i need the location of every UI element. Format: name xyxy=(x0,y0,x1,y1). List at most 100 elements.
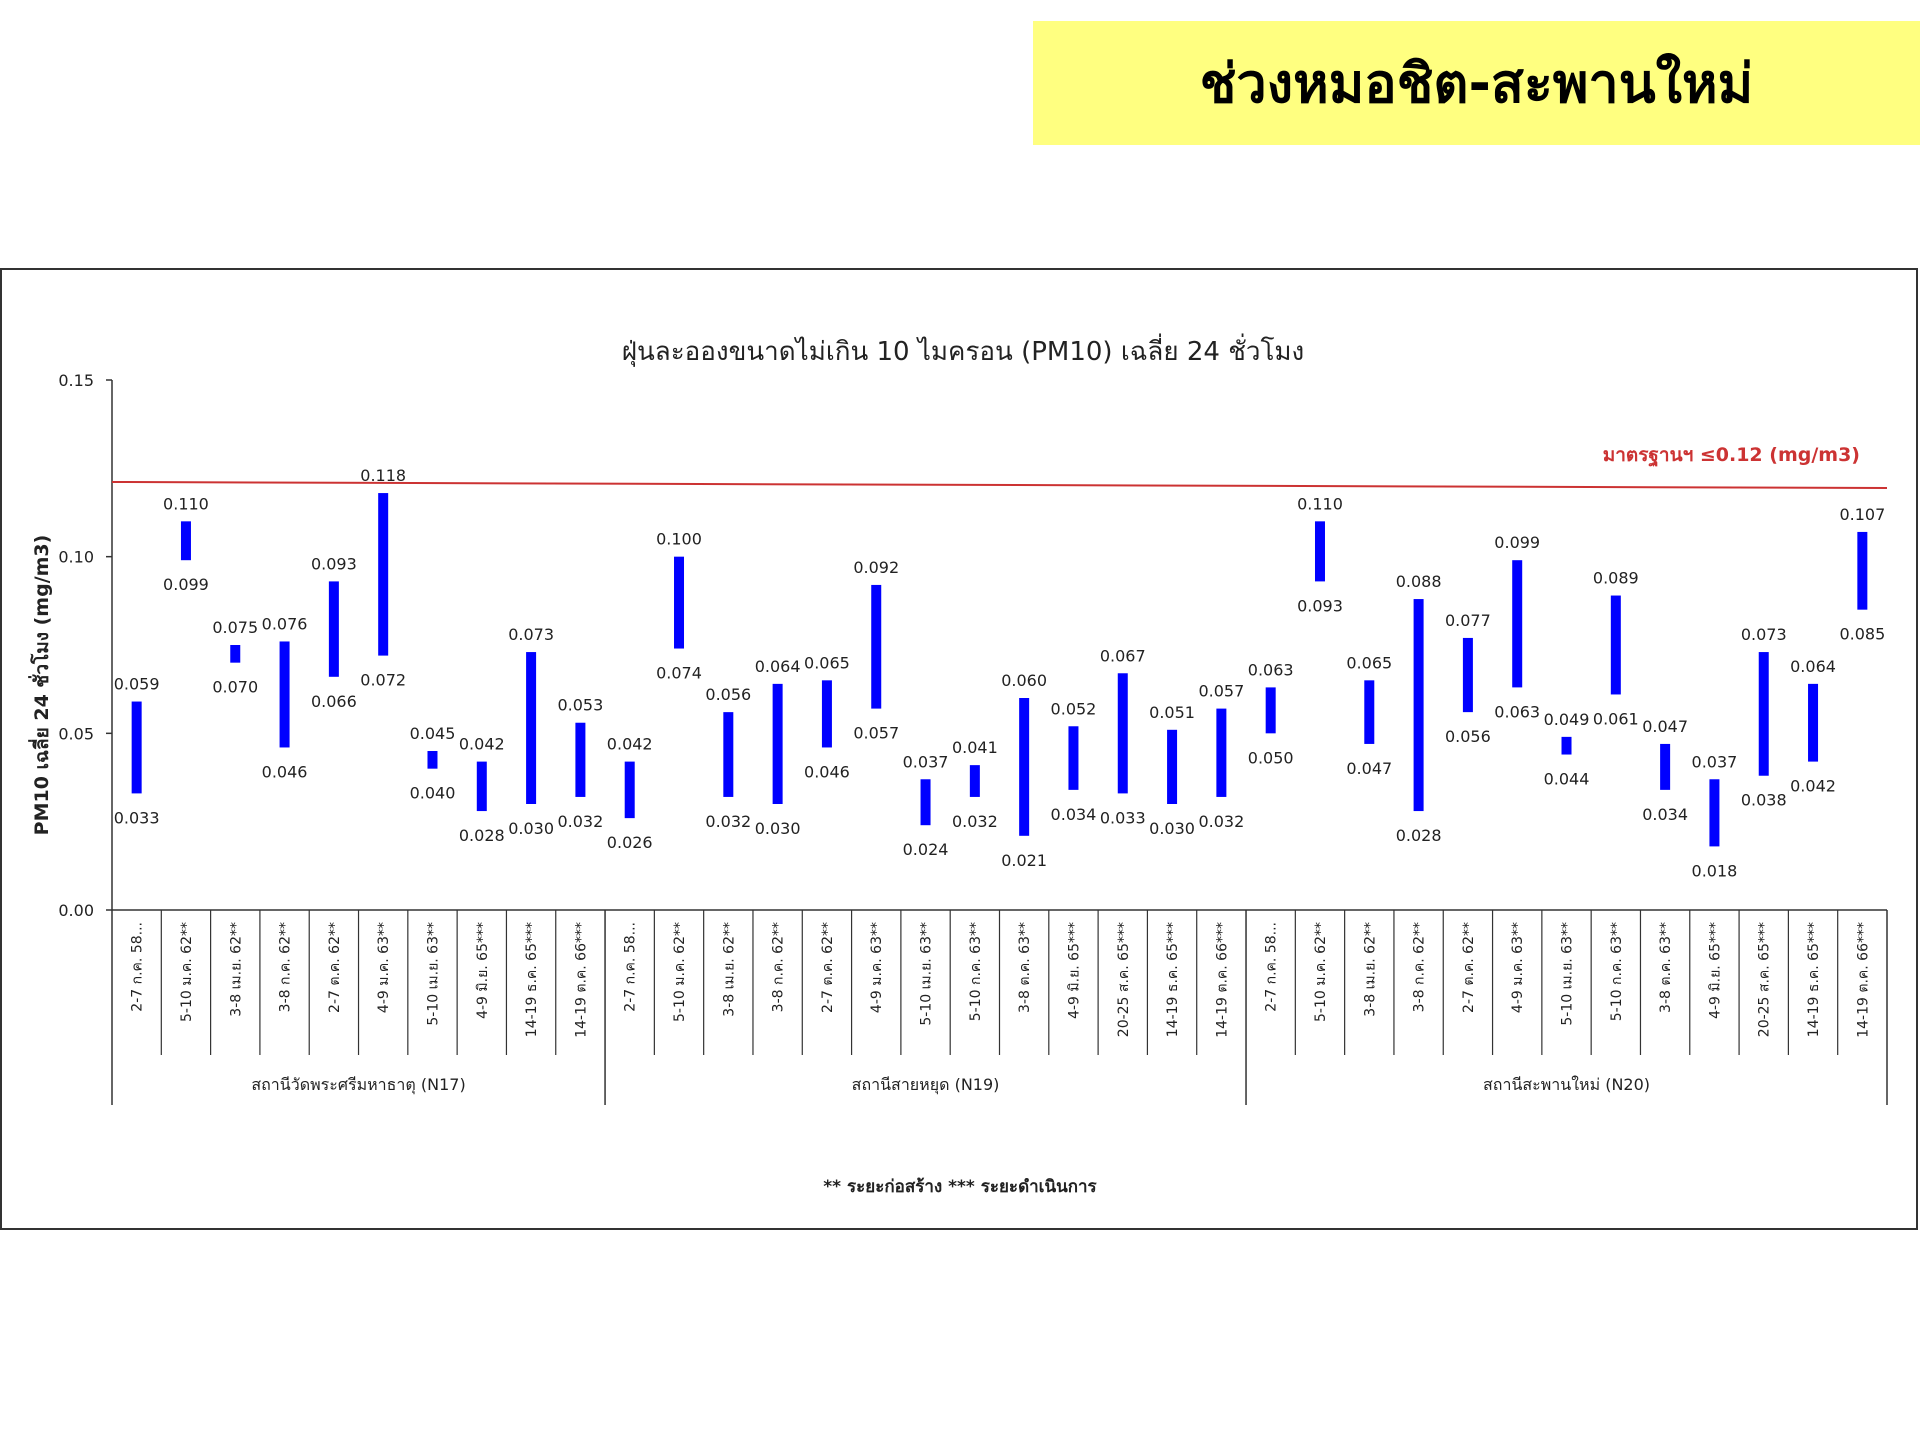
bar-max-label: 0.093 xyxy=(311,554,357,573)
x-tick-label: 4-9 ม.ค. 63** xyxy=(376,922,392,1013)
range-bar xyxy=(378,493,389,656)
page-title-banner: ช่วงหมอชิต-สะพานใหม่ xyxy=(1033,21,1920,145)
legend-note: ** ระยะก่อสร้าง *** ระยะดำเนินการ xyxy=(823,1177,1097,1197)
bar-max-label: 0.056 xyxy=(705,685,751,704)
bar-min-label: 0.030 xyxy=(508,819,554,838)
range-bar xyxy=(1364,680,1375,744)
bar-min-label: 0.044 xyxy=(1544,770,1590,789)
bar-min-label: 0.070 xyxy=(212,678,258,697)
range-bar xyxy=(920,779,931,826)
range-bar xyxy=(328,581,339,677)
x-tick-label: 2-7 ต.ค. 62** xyxy=(1461,922,1477,1013)
x-tick-label: 4-9 มิ.ย. 65*** xyxy=(1066,922,1082,1019)
range-bar xyxy=(427,751,438,769)
x-tick-label: 4-9 มิ.ย. 65*** xyxy=(475,922,491,1019)
standard-label: มาตรฐานฯ ≤0.12 (mg/m3) xyxy=(1603,444,1860,468)
bar-max-label: 0.042 xyxy=(459,735,505,754)
bar-max-label: 0.077 xyxy=(1445,611,1491,630)
page-title: ช่วงหมอชิต-สะพานใหม่ xyxy=(1199,52,1754,115)
range-bar xyxy=(969,765,980,797)
bar-max-label: 0.067 xyxy=(1100,646,1146,665)
bar-min-label: 0.028 xyxy=(1396,826,1442,845)
group-label: สถานีสายหยุด (N19) xyxy=(852,1075,1000,1095)
bar-min-label: 0.047 xyxy=(1346,759,1392,778)
bar-max-label: 0.064 xyxy=(755,657,801,676)
x-tick-label: 20-25 ส.ค. 65*** xyxy=(1116,922,1132,1037)
range-bar xyxy=(1660,743,1671,790)
bar-max-label: 0.065 xyxy=(804,653,850,672)
range-bar xyxy=(279,641,290,748)
x-tick-label: 4-9 มิ.ย. 65*** xyxy=(1707,922,1723,1019)
x-tick-label: 3-8 ก.ค. 62** xyxy=(278,922,294,1012)
group-label: สถานีวัดพระศรีมหาธาตุ (N17) xyxy=(251,1075,465,1095)
bar-max-label: 0.110 xyxy=(1297,494,1343,513)
range-bar xyxy=(476,761,487,812)
x-tick-label: 2-7 ต.ค. 62** xyxy=(327,922,343,1013)
bar-max-label: 0.042 xyxy=(607,735,653,754)
range-bar xyxy=(674,556,685,649)
range-bar xyxy=(575,722,586,797)
x-tick-label: 14-19 ต.ค. 66*** xyxy=(1855,922,1871,1038)
range-bar xyxy=(1610,595,1621,695)
bar-min-label: 0.032 xyxy=(557,812,603,831)
bar-min-label: 0.040 xyxy=(410,784,456,803)
bar-max-label: 0.092 xyxy=(853,558,899,577)
x-tick-label: 3-8 เม.ย. 62** xyxy=(721,922,737,1017)
bar-min-label: 0.034 xyxy=(1642,805,1688,824)
bar-min-label: 0.093 xyxy=(1297,596,1343,615)
range-bar xyxy=(624,761,635,819)
x-tick-label: 2-7 ก.ค. 58... xyxy=(1264,922,1280,1012)
bar-max-label: 0.052 xyxy=(1051,699,1097,718)
range-bar xyxy=(821,680,832,748)
range-bar xyxy=(1019,698,1030,836)
range-bar xyxy=(1314,521,1325,582)
standard-line xyxy=(111,481,1888,489)
x-tick-label: 14-19 ธ.ค. 65*** xyxy=(1806,922,1822,1037)
x-tick-label: 14-19 ธ.ค. 65*** xyxy=(1165,922,1181,1037)
bar-min-label: 0.072 xyxy=(360,671,406,690)
bar-min-label: 0.030 xyxy=(755,819,801,838)
bar-min-label: 0.085 xyxy=(1839,625,1885,644)
bar-max-label: 0.099 xyxy=(1494,533,1540,552)
bar-max-label: 0.041 xyxy=(952,738,998,757)
bar-max-label: 0.065 xyxy=(1346,653,1392,672)
range-bar xyxy=(1117,673,1128,794)
bar-max-label: 0.049 xyxy=(1544,710,1590,729)
y-tick-label: 0.00 xyxy=(58,901,94,920)
bar-min-label: 0.057 xyxy=(853,724,899,743)
range-bar xyxy=(1758,652,1769,776)
bar-max-label: 0.059 xyxy=(114,675,160,694)
range-bar xyxy=(1167,729,1178,804)
bar-min-label: 0.038 xyxy=(1741,791,1787,810)
bar-min-label: 0.034 xyxy=(1051,805,1097,824)
x-tick-label: 5-10 ก.ค. 63** xyxy=(1609,922,1625,1021)
x-tick-label: 2-7 ก.ค. 58... xyxy=(130,922,146,1012)
bar-max-label: 0.057 xyxy=(1198,682,1244,701)
x-tick-label: 5-10 เม.ย. 63** xyxy=(425,922,441,1026)
bar-min-label: 0.099 xyxy=(163,575,209,594)
x-tick-label: 3-8 เม.ย. 62** xyxy=(228,922,244,1017)
range-bar xyxy=(230,645,241,663)
range-bar xyxy=(723,712,734,797)
x-tick-label: 5-10 ก.ค. 63** xyxy=(968,922,984,1021)
x-tick-label: 5-10 ม.ค. 62** xyxy=(179,922,195,1022)
range-bar xyxy=(1512,560,1523,688)
range-bar xyxy=(1709,779,1720,847)
x-tick-label: 2-7 ก.ค. 58... xyxy=(623,922,639,1012)
bar-max-label: 0.075 xyxy=(212,618,258,637)
range-bar xyxy=(1561,736,1572,755)
x-tick-label: 3-8 ต.ค. 63** xyxy=(1658,922,1674,1013)
x-tick-label: 14-19 ธ.ค. 65*** xyxy=(524,922,540,1037)
range-bar xyxy=(1068,726,1079,790)
bar-max-label: 0.045 xyxy=(410,724,456,743)
x-tick-label: 3-8 ก.ค. 62** xyxy=(1412,922,1428,1012)
bar-min-label: 0.028 xyxy=(459,826,505,845)
range-bar xyxy=(1216,708,1227,797)
range-bar xyxy=(526,652,537,804)
bar-min-label: 0.074 xyxy=(656,664,702,683)
bar-min-label: 0.030 xyxy=(1149,819,1195,838)
range-bar xyxy=(180,521,191,561)
range-bar xyxy=(131,701,142,794)
chart-frame xyxy=(0,268,1918,1230)
bar-max-label: 0.110 xyxy=(163,494,209,513)
